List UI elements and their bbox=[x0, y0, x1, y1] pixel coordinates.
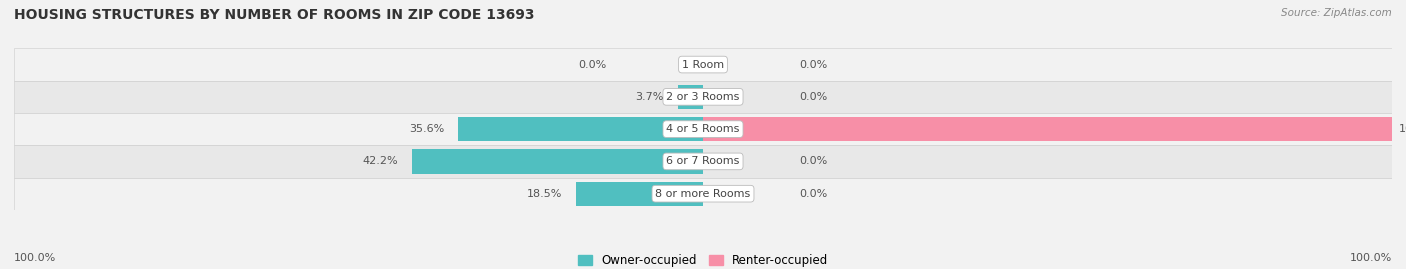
Text: 0.0%: 0.0% bbox=[578, 59, 606, 70]
Text: 8 or more Rooms: 8 or more Rooms bbox=[655, 189, 751, 199]
Text: 0.0%: 0.0% bbox=[800, 59, 828, 70]
Text: 0.0%: 0.0% bbox=[800, 189, 828, 199]
Text: 0.0%: 0.0% bbox=[800, 92, 828, 102]
Bar bbox=[14, 113, 1392, 145]
Bar bbox=[14, 81, 1392, 113]
Text: 4 or 5 Rooms: 4 or 5 Rooms bbox=[666, 124, 740, 134]
Bar bbox=[458, 117, 703, 141]
Text: 35.6%: 35.6% bbox=[409, 124, 444, 134]
Text: 0.0%: 0.0% bbox=[800, 156, 828, 167]
Text: 6 or 7 Rooms: 6 or 7 Rooms bbox=[666, 156, 740, 167]
Text: Source: ZipAtlas.com: Source: ZipAtlas.com bbox=[1281, 8, 1392, 18]
Text: 2 or 3 Rooms: 2 or 3 Rooms bbox=[666, 92, 740, 102]
Text: 18.5%: 18.5% bbox=[526, 189, 562, 199]
Bar bbox=[14, 178, 1392, 210]
Bar bbox=[703, 117, 1392, 141]
Text: 100.0%: 100.0% bbox=[14, 253, 56, 263]
Text: 100.0%: 100.0% bbox=[1399, 124, 1406, 134]
Text: HOUSING STRUCTURES BY NUMBER OF ROOMS IN ZIP CODE 13693: HOUSING STRUCTURES BY NUMBER OF ROOMS IN… bbox=[14, 8, 534, 22]
Bar bbox=[575, 182, 703, 206]
Text: 100.0%: 100.0% bbox=[1350, 253, 1392, 263]
Legend: Owner-occupied, Renter-occupied: Owner-occupied, Renter-occupied bbox=[572, 249, 834, 269]
Text: 1 Room: 1 Room bbox=[682, 59, 724, 70]
Bar bbox=[678, 85, 703, 109]
Bar bbox=[14, 48, 1392, 81]
Bar bbox=[412, 149, 703, 174]
Text: 42.2%: 42.2% bbox=[363, 156, 398, 167]
Text: 3.7%: 3.7% bbox=[636, 92, 664, 102]
Bar bbox=[14, 145, 1392, 178]
